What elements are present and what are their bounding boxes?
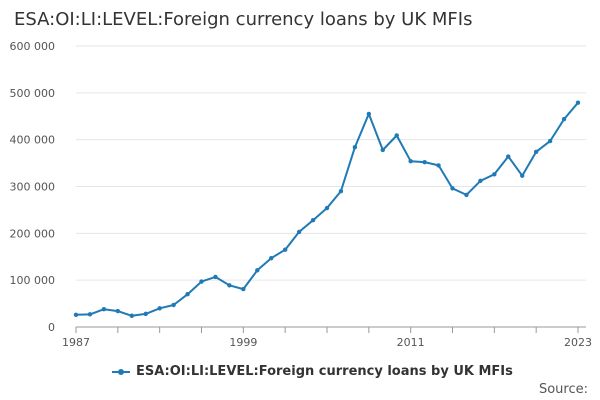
- data-point[interactable]: [422, 159, 427, 165]
- y-tick-label: 500 000: [10, 87, 56, 100]
- series-line-group: [73, 100, 581, 318]
- y-axis: 0 100 000 200 000 300 000 400 000 500 000 600 …: [10, 40, 56, 334]
- data-point[interactable]: [101, 307, 107, 312]
- data-point[interactable]: [478, 178, 483, 184]
- y-tick-label: 400 000: [10, 134, 56, 147]
- data-point[interactable]: [129, 313, 134, 318]
- x-tick-label: 2023: [564, 336, 592, 349]
- gridlines: [76, 45, 586, 328]
- y-tick-label: 600 000: [10, 40, 56, 53]
- data-point[interactable]: [227, 283, 232, 288]
- x-tick-label: 1999: [229, 336, 257, 349]
- data-point[interactable]: [185, 292, 190, 297]
- data-point[interactable]: [533, 149, 539, 155]
- x-axis: 1987 1999 2011 2023: [62, 327, 592, 349]
- data-point[interactable]: [310, 218, 316, 223]
- data-point[interactable]: [255, 268, 260, 273]
- data-point[interactable]: [241, 286, 246, 292]
- data-point[interactable]: [464, 192, 469, 198]
- y-tick-label: 0: [48, 321, 55, 334]
- chart-title: ESA:OI:LI:LEVEL:Foreign currency loans b…: [14, 9, 473, 30]
- data-point[interactable]: [366, 111, 372, 117]
- data-point[interactable]: [338, 188, 344, 194]
- data-point[interactable]: [199, 279, 204, 284]
- data-point[interactable]: [269, 255, 274, 261]
- data-point[interactable]: [324, 205, 330, 211]
- data-point[interactable]: [87, 312, 93, 317]
- data-point[interactable]: [394, 133, 399, 138]
- data-point[interactable]: [143, 311, 148, 317]
- y-tick-label: 200 000: [10, 227, 56, 240]
- x-tick-label: 1987: [62, 336, 90, 349]
- data-point[interactable]: [561, 116, 567, 122]
- data-point[interactable]: [352, 144, 358, 150]
- data-point[interactable]: [213, 274, 218, 280]
- data-point[interactable]: [575, 100, 581, 105]
- data-point[interactable]: [296, 229, 302, 235]
- data-point[interactable]: [436, 163, 441, 168]
- legend-swatch: [112, 367, 130, 377]
- data-point[interactable]: [492, 172, 497, 177]
- data-point[interactable]: [115, 308, 121, 314]
- data-point[interactable]: [450, 186, 455, 191]
- legend[interactable]: ESA:OI:LI:LEVEL:Foreign currency loans b…: [112, 364, 513, 379]
- y-tick-label: 100 000: [10, 274, 56, 287]
- data-point[interactable]: [282, 247, 288, 252]
- source-label: Source:: [538, 382, 588, 397]
- data-point[interactable]: [73, 312, 79, 318]
- data-point[interactable]: [171, 302, 176, 308]
- data-point[interactable]: [506, 154, 511, 159]
- data-point[interactable]: [547, 138, 553, 144]
- data-point[interactable]: [157, 306, 162, 311]
- legend-label: ESA:OI:LI:LEVEL:Foreign currency loans b…: [136, 364, 513, 379]
- data-point[interactable]: [380, 147, 385, 153]
- y-tick-label: 300 000: [10, 181, 56, 194]
- data-point[interactable]: [520, 173, 525, 178]
- data-point[interactable]: [408, 159, 413, 164]
- x-tick-label: 2011: [397, 336, 425, 349]
